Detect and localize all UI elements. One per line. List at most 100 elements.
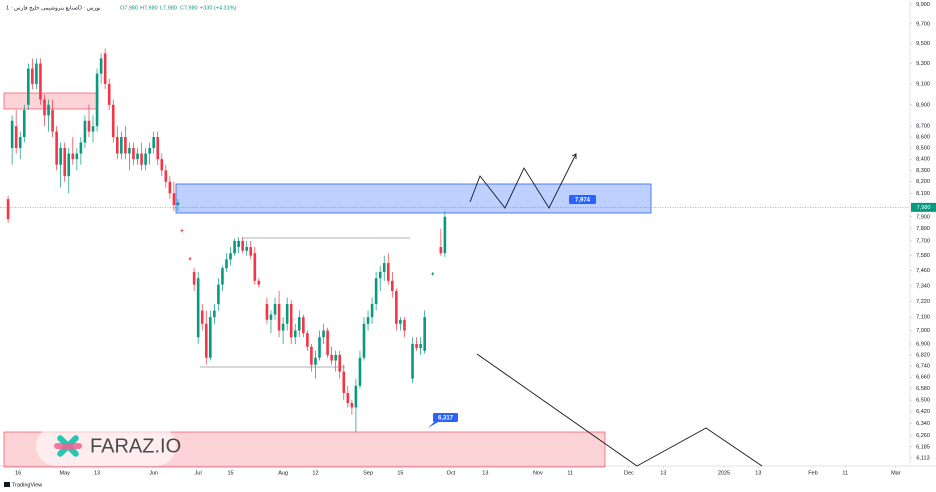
candle-body: [281, 323, 285, 331]
candle-body: [213, 310, 216, 318]
annotation-label: 6,317: [438, 415, 454, 421]
ohlc-value: L7,980: [160, 5, 177, 11]
candle-body: [382, 263, 386, 272]
candle-body: [196, 278, 200, 338]
candle-body: [374, 278, 378, 305]
y-tick-label: 7,340: [916, 283, 930, 289]
watermark-backdrop: [36, 426, 176, 466]
candle-body: [47, 104, 50, 116]
candle-body: [128, 148, 131, 154]
x-tick-label: 15: [397, 470, 403, 476]
y-tick-label: 8,500: [916, 145, 930, 151]
candle-body: [334, 354, 337, 361]
candle-body: [221, 268, 224, 285]
candle-body: [253, 253, 257, 281]
candle-body: [403, 319, 406, 331]
y-tick-label: 6,500: [916, 398, 930, 404]
ohlc-value: C7,980: [180, 5, 198, 11]
projection-path[interactable]: [469, 153, 577, 209]
candle-body: [107, 83, 111, 105]
y-tick-label: 8,600: [916, 134, 930, 140]
change: +330 (+4.31%): [200, 5, 237, 11]
candle-body: [338, 354, 342, 372]
x-tick-label: 16: [15, 470, 21, 476]
candle-body: [342, 371, 346, 393]
candle-body: [71, 153, 75, 160]
candle-body: [103, 53, 107, 84]
candle-body: [306, 333, 309, 347]
candle-body: [192, 271, 196, 285]
candle-body: [6, 199, 10, 220]
candle-body: [180, 229, 184, 232]
candle-body: [22, 110, 26, 138]
candle-body: [67, 153, 71, 177]
candle-body: [293, 330, 297, 338]
candle-body: [59, 148, 62, 165]
y-tick-label: 9,500: [916, 41, 930, 47]
x-tick-label: 11: [842, 470, 848, 476]
candle-body: [241, 240, 244, 251]
candle-body: [411, 344, 414, 379]
y-tick-label: 7,220: [916, 299, 930, 305]
x-tick-label: 13: [755, 470, 761, 476]
label-pointer: [563, 204, 570, 208]
watermark-text: FARAZ.IO: [90, 435, 181, 457]
candle-body: [204, 323, 208, 358]
candle-body: [322, 330, 325, 338]
y-tick-label: 6,660: [916, 375, 930, 381]
x-tick-label: 11: [567, 470, 573, 476]
candle-body: [176, 202, 180, 205]
candle-body: [310, 346, 313, 365]
y-tick-label: 8,400: [916, 157, 930, 163]
candle-body: [140, 153, 143, 165]
candle-body: [188, 258, 192, 260]
arrow-head: [571, 153, 577, 159]
candle-body: [27, 68, 30, 105]
y-tick-label: 6,740: [916, 364, 930, 370]
x-tick-label: 13: [660, 470, 666, 476]
candle-body: [152, 137, 155, 149]
candle-body: [386, 263, 390, 281]
candle-body: [164, 170, 168, 182]
projection-path[interactable]: [476, 353, 763, 467]
candle-body: [91, 126, 95, 132]
x-tick-label: Dec: [624, 470, 634, 476]
candle-body: [10, 120, 14, 149]
candle-body: [443, 216, 447, 254]
x-tick-label: Oct: [447, 470, 456, 476]
watermark: FARAZ.IO: [36, 426, 181, 466]
y-tick-label: 7,100: [916, 315, 930, 321]
candle-body: [200, 310, 204, 324]
annotation-label-bg: [569, 195, 596, 204]
supply-zone[interactable]: [3, 92, 99, 110]
candle-body: [115, 137, 119, 154]
candle-body: [415, 344, 418, 349]
candle-body: [136, 153, 139, 160]
candle-body: [120, 137, 123, 154]
candle-body: [362, 323, 366, 358]
candle-body: [124, 137, 127, 154]
y-tick-label: 9,700: [916, 21, 930, 27]
candle-body: [209, 317, 212, 358]
y-tick-label: 9,100: [916, 81, 930, 87]
candle-body: [423, 317, 426, 351]
candle-body: [51, 110, 54, 132]
candle-body: [144, 153, 147, 165]
y-tick-label: 7,460: [916, 268, 930, 274]
y-tick-label: 6,900: [916, 341, 930, 347]
candle-body: [431, 273, 435, 275]
candle-body: [43, 99, 46, 116]
annotation-label-bg: [433, 413, 458, 422]
last-price-label: 7,980: [917, 205, 931, 211]
candle-body: [285, 304, 289, 324]
candle-body: [302, 317, 305, 334]
candle-body: [14, 126, 18, 149]
y-tick-label: 9,300: [916, 61, 930, 67]
symbol-title: صنایع پتروشیمی خلیج فارس · 1D · بورس: [6, 4, 101, 11]
y-tick-label: 6,260: [916, 433, 930, 439]
x-tick-label: 2025: [718, 470, 730, 476]
candle-body: [350, 403, 354, 408]
last-price-bg: [911, 202, 936, 212]
watermark-logo: [54, 435, 82, 457]
